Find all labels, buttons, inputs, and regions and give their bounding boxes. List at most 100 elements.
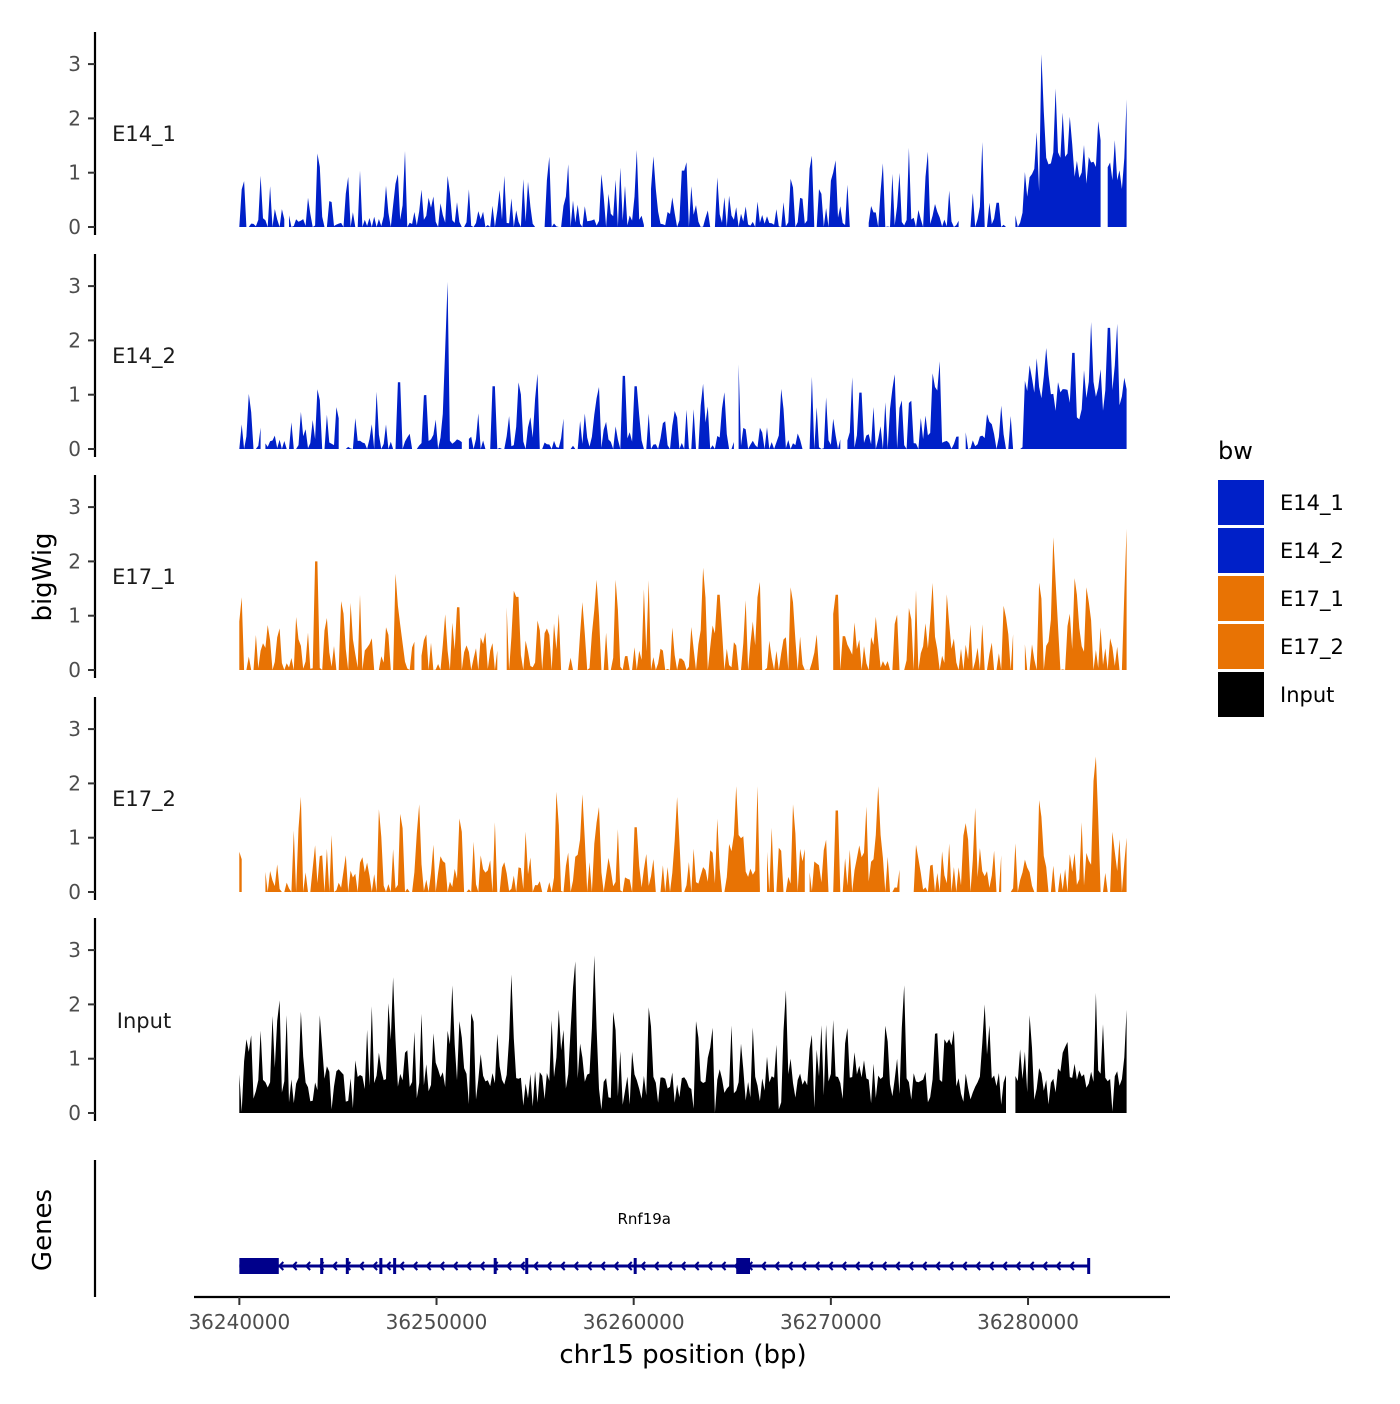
gene-exon xyxy=(239,1258,279,1274)
strand-arrow xyxy=(880,1261,888,1271)
y-tick-label: 0 xyxy=(68,880,81,904)
legend-item: E17_2 xyxy=(1218,624,1344,669)
strand-arrow xyxy=(358,1261,365,1271)
strand-arrow xyxy=(947,1261,955,1271)
track-E17_2: 0 1 2 3 E17_2 xyxy=(68,697,1127,904)
track-E14_1: 0 1 2 3 E14_1 xyxy=(68,32,1127,239)
legend-label: E14_2 xyxy=(1280,539,1344,564)
strand-arrow xyxy=(291,1261,298,1271)
strand-arrow xyxy=(666,1261,673,1271)
coverage-area-E17_2 xyxy=(239,756,1127,892)
legend-title: bw xyxy=(1218,437,1253,465)
gene-exon xyxy=(736,1258,751,1274)
gene-Rnf19a: Rnf19a xyxy=(239,1210,1091,1274)
coverage-area-E14_2 xyxy=(239,281,1127,449)
strand-arrow xyxy=(773,1261,780,1271)
strand-arrow xyxy=(921,1261,928,1271)
strand-arrow xyxy=(974,1261,981,1271)
strand-arrow xyxy=(894,1261,901,1271)
strand-arrow xyxy=(586,1261,593,1271)
strand-arrow xyxy=(505,1261,512,1271)
strand-arrow xyxy=(988,1261,995,1271)
strand-arrow xyxy=(599,1261,606,1271)
legend-label: E17_2 xyxy=(1280,635,1344,660)
strand-arrow xyxy=(827,1261,834,1271)
track-label: E17_1 xyxy=(112,565,176,590)
y-tick-label: 3 xyxy=(68,495,81,519)
strand-arrow xyxy=(1001,1261,1008,1271)
legend-swatch xyxy=(1218,528,1264,573)
gene-exon xyxy=(379,1258,383,1274)
x-tick-label: 36260000 xyxy=(583,1310,685,1334)
legend-swatch xyxy=(1218,624,1264,669)
y-tick-label: 0 xyxy=(68,1101,81,1125)
strand-arrow xyxy=(639,1261,646,1271)
strand-arrow xyxy=(331,1261,338,1271)
strand-arrow xyxy=(385,1261,392,1271)
strand-arrow xyxy=(907,1261,914,1271)
legend: bw E14_1 E14_2 E17_1 E17_2 Input xyxy=(1218,437,1344,717)
track-label: E14_2 xyxy=(112,344,176,369)
y-tick-label: 2 xyxy=(68,771,81,795)
legend-item: E14_1 xyxy=(1218,480,1344,525)
strand-arrow xyxy=(934,1261,941,1271)
genes-axis-title: Genes xyxy=(28,1189,58,1271)
strand-arrow xyxy=(626,1261,633,1271)
y-tick-label: 1 xyxy=(68,383,81,407)
y-tick-label: 3 xyxy=(68,938,81,962)
strand-arrow xyxy=(1068,1261,1075,1271)
strand-arrow xyxy=(438,1261,445,1271)
coverage-area-E17_1 xyxy=(239,528,1127,670)
track-label: Input xyxy=(117,1009,171,1033)
strand-arrow xyxy=(813,1261,821,1271)
y-tick-label: 3 xyxy=(68,717,81,741)
strand-arrow xyxy=(720,1261,727,1271)
strand-arrow xyxy=(693,1261,700,1271)
legend-swatch xyxy=(1218,576,1264,621)
legend-item: Input xyxy=(1218,672,1334,717)
strand-arrow xyxy=(679,1261,687,1271)
y-tick-label: 1 xyxy=(68,161,81,185)
track-E14_2: 0 1 2 3 E14_2 xyxy=(68,254,1127,461)
strand-arrow xyxy=(961,1261,968,1271)
gene-exon xyxy=(320,1258,324,1274)
strand-arrow xyxy=(760,1261,767,1271)
x-tick-label: 36270000 xyxy=(780,1310,882,1334)
strand-arrow xyxy=(371,1261,378,1271)
y-tick-label: 2 xyxy=(68,106,81,130)
gene-exon xyxy=(525,1258,529,1274)
y-tick-label: 2 xyxy=(68,992,81,1016)
strand-arrow xyxy=(787,1261,794,1271)
y-tick-label: 3 xyxy=(68,52,81,76)
x-tick-label: 36240000 xyxy=(188,1310,290,1334)
y-tick-label: 1 xyxy=(68,604,81,628)
strand-arrow xyxy=(1028,1261,1035,1271)
legend-item: E17_1 xyxy=(1218,576,1344,621)
y-tick-label: 3 xyxy=(68,274,81,298)
gene-exon xyxy=(345,1258,349,1274)
x-tick-label: 36250000 xyxy=(386,1310,488,1334)
legend-item: E14_2 xyxy=(1218,528,1344,573)
y-axis-title: bigWig xyxy=(28,532,58,621)
strand-arrow xyxy=(304,1261,311,1271)
strand-arrow xyxy=(465,1261,472,1271)
gene-exon xyxy=(493,1258,497,1274)
legend-swatch xyxy=(1218,672,1264,717)
gene-exon xyxy=(393,1258,397,1274)
strand-arrow xyxy=(559,1261,566,1271)
legend-label: E14_1 xyxy=(1280,491,1344,516)
legend-swatch xyxy=(1218,480,1264,525)
x-axis: chr15 position (bp) 36240000 36250000 3626… xyxy=(188,1295,1170,1370)
strand-arrow xyxy=(572,1261,579,1271)
strand-arrow xyxy=(277,1261,285,1271)
strand-arrow xyxy=(1014,1261,1022,1271)
strand-arrow xyxy=(867,1261,874,1271)
strand-arrow xyxy=(478,1261,486,1271)
strand-arrow xyxy=(840,1261,847,1271)
strand-arrow xyxy=(452,1261,459,1271)
gene-models: Rnf19a xyxy=(239,1210,1091,1274)
track-label: E14_1 xyxy=(112,122,176,147)
y-tick-label: 0 xyxy=(68,658,81,682)
